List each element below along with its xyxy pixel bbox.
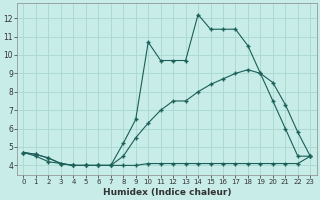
X-axis label: Humidex (Indice chaleur): Humidex (Indice chaleur)	[103, 188, 231, 197]
